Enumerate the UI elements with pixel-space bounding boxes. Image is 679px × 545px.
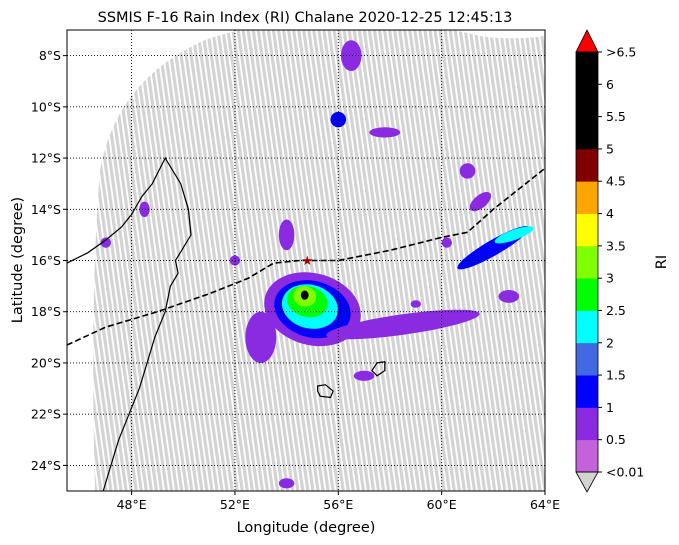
colorbar-bin	[576, 439, 598, 473]
rain-cell	[300, 290, 309, 300]
x-tick-label: 60°E	[427, 497, 457, 512]
colorbar-tick-label: 1	[606, 400, 614, 415]
y-tick-label: 18°S	[31, 304, 61, 319]
rain-cell	[245, 311, 277, 363]
y-tick-label: 12°S	[31, 151, 61, 166]
colorbar-bin	[576, 52, 598, 85]
x-axis: 48°E 52°E 56°E 60°E 64°E	[117, 491, 560, 512]
colorbar-bin	[576, 148, 598, 182]
colorbar-bin	[576, 181, 598, 214]
rain-cells	[100, 40, 534, 489]
rain-cell	[278, 219, 295, 251]
rain-cell	[139, 201, 150, 217]
island-outline	[371, 360, 386, 377]
colorbar-tick-label: 2.5	[606, 303, 626, 318]
colorbar-bin	[576, 84, 598, 118]
colorbar-tick-label: 4.5	[606, 174, 626, 189]
y-tick-label: 24°S	[31, 458, 61, 473]
colorbar-bin	[576, 245, 598, 279]
colorbar-bin	[576, 407, 598, 441]
colorbar-tick-label: >6.5	[606, 45, 636, 60]
y-axis-label: Latitude (degree)	[10, 197, 26, 323]
colorbar-tick-label: 5	[606, 141, 614, 156]
y-tick-label: 8°S	[39, 48, 61, 63]
colorbar-tick-label: 3.5	[606, 238, 626, 253]
colorbar-label: RI	[654, 255, 670, 269]
colorbar-bin	[576, 278, 598, 311]
rain-cell	[459, 163, 476, 179]
colorbar-over-arrow	[575, 29, 599, 53]
colorbar: <0.01 0.5 1 1.5 2 2.5 3 3.5 4 4.5 5 5.5 6 >6.5	[575, 29, 644, 493]
colorbar-bin	[576, 375, 598, 408]
islands	[317, 360, 386, 399]
colorbar-tick-label: 6	[606, 77, 614, 92]
y-axis: 8°S 10°S 12°S 14°S 16°S 18°S 20°S 22°S 24°S	[31, 48, 67, 473]
colorbar-bin	[576, 213, 598, 247]
rain-cell	[498, 290, 520, 303]
colorbar-tick-label: 5.5	[606, 109, 626, 124]
island-outline	[317, 384, 334, 399]
colorbar-frame	[575, 51, 599, 473]
y-tick-label: 22°S	[31, 407, 61, 422]
colorbar-under-arrow	[575, 471, 599, 493]
colorbar-tick-label: 2	[606, 335, 614, 350]
y-tick-label: 20°S	[31, 355, 61, 370]
rain-cell	[353, 370, 375, 381]
rain-cell	[100, 237, 112, 248]
x-tick-label: 52°E	[220, 497, 250, 512]
gridlines	[67, 30, 545, 491]
rain-cell	[340, 40, 362, 71]
chart-title: SSMIS F-16 Rain Index (RI) Chalane 2020-…	[98, 10, 513, 26]
rain-cell	[326, 309, 480, 340]
colorbar-tick-label: <0.01	[606, 465, 644, 480]
storm-center-star-icon: ★	[301, 254, 313, 269]
rain-cell	[410, 300, 421, 308]
colorbar-tick-label: 0.5	[606, 432, 626, 447]
colorbar-bin	[576, 310, 598, 344]
x-tick-label: 48°E	[117, 497, 147, 512]
x-axis-label: Longitude (degree)	[237, 520, 376, 536]
rain-cell	[469, 191, 492, 212]
rain-cell	[369, 127, 401, 138]
rain-cell	[441, 237, 452, 248]
colorbar-tick-label: 4	[606, 206, 614, 221]
colorbar-tick-label: 1.5	[606, 368, 626, 383]
x-tick-label: 64°E	[530, 497, 560, 512]
madagascar-coastline	[67, 156, 192, 491]
colorbar-bin	[576, 342, 598, 376]
rain-cell	[278, 478, 295, 489]
colorbar-bin	[576, 116, 598, 150]
rain-cell	[494, 226, 534, 244]
y-tick-label: 14°S	[31, 202, 61, 217]
plot-area: ★	[67, 30, 545, 491]
y-tick-label: 16°S	[31, 253, 61, 268]
y-tick-label: 10°S	[31, 99, 61, 114]
colorbar-tick-label: 3	[606, 271, 614, 286]
x-tick-label: 56°E	[323, 497, 353, 512]
rain-cell	[229, 255, 241, 266]
rain-cell	[330, 111, 347, 128]
